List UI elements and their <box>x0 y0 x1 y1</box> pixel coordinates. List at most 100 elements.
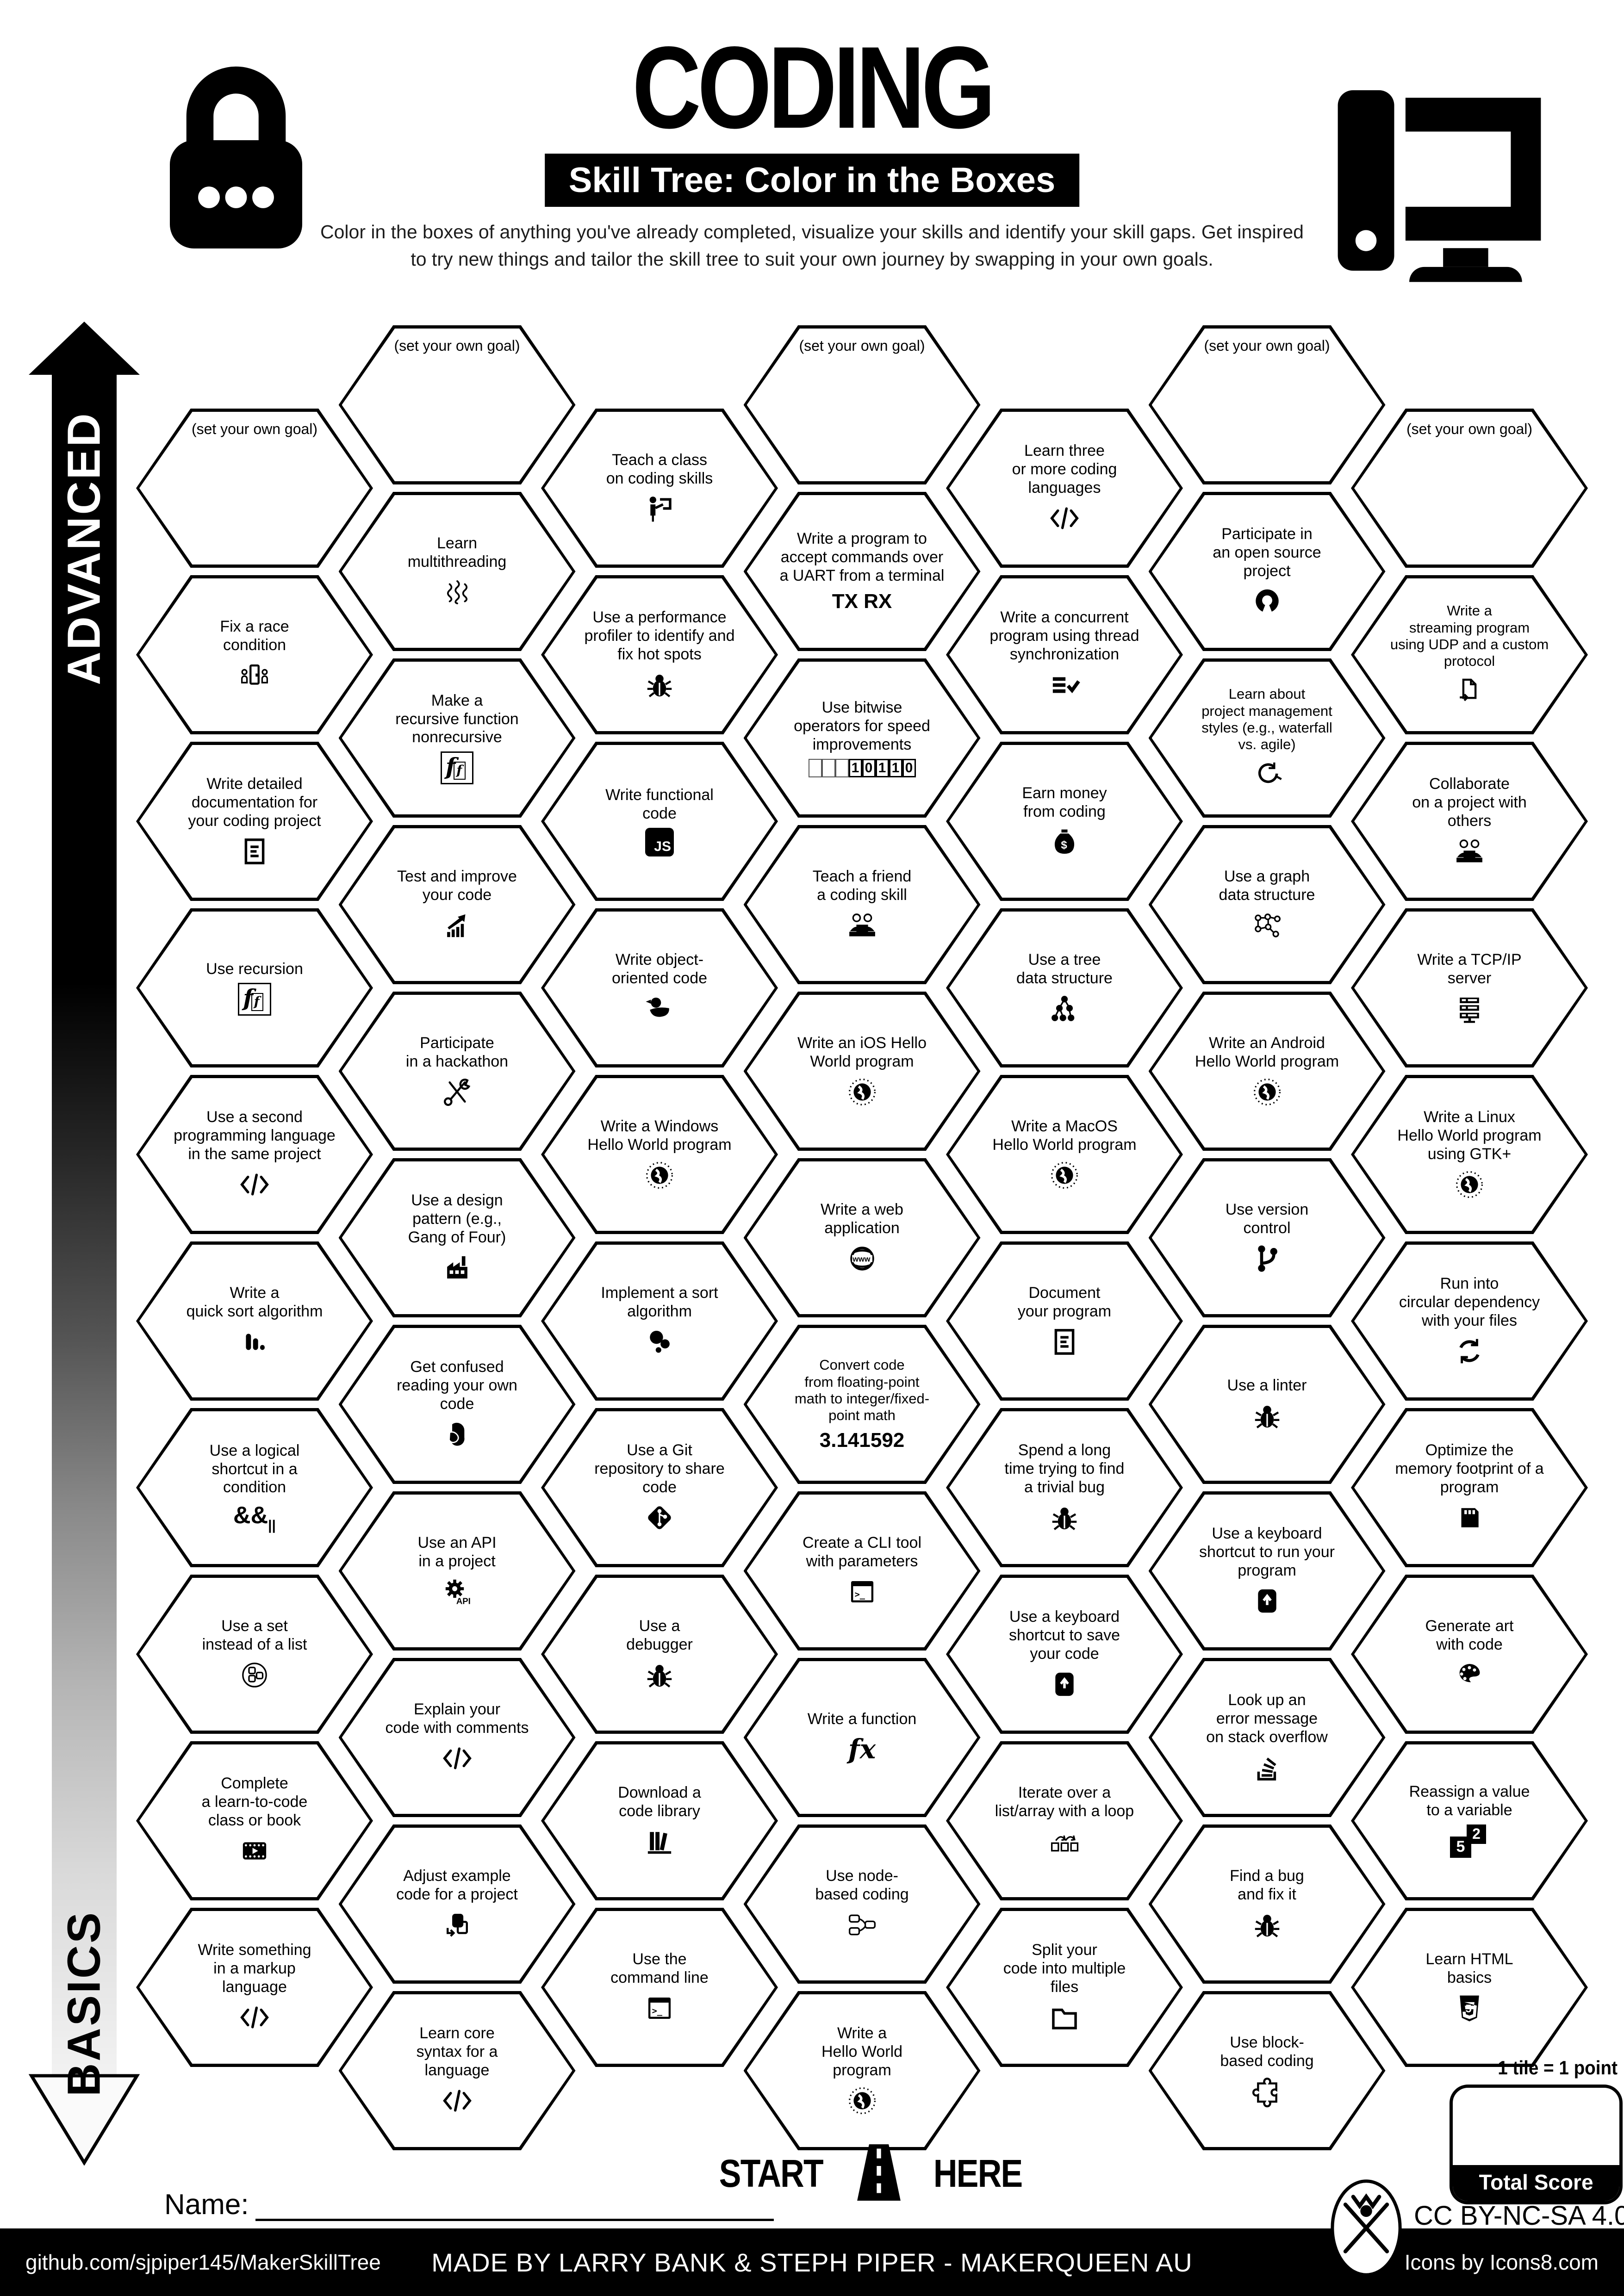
skill-hex[interactable]: (set your own goal) <box>1148 325 1386 484</box>
skill-hex[interactable]: Create a CLI tool with parameters >_ <box>743 1491 981 1651</box>
skill-hex[interactable]: Adjust example code for a project <box>338 1824 576 1984</box>
skill-hex[interactable]: Write a Hello World program <box>743 1991 981 2150</box>
score-entry-area[interactable] <box>1453 2088 1619 2165</box>
skill-hex[interactable]: Write a Windows Hello World program <box>541 1075 778 1234</box>
skill-hex[interactable]: Explain your code with comments <box>338 1658 576 1817</box>
skill-hex[interactable]: Write a MacOS Hello World program <box>946 1075 1183 1234</box>
skill-hex[interactable]: Split your code into multiple files <box>946 1908 1183 2067</box>
skill-hex[interactable]: Learn multithreading <box>338 492 576 651</box>
skill-hex[interactable]: Use bitwise operators for speed improvem… <box>743 658 981 818</box>
skill-hex[interactable]: Use a performance profiler to identify a… <box>541 575 778 734</box>
skill-hex[interactable]: Use a keyboard shortcut to save your cod… <box>946 1575 1183 1734</box>
skill-hex[interactable]: Get confused reading your own code <box>338 1325 576 1484</box>
skill-hex[interactable]: Write functional code JS <box>541 742 778 901</box>
skill-hex[interactable]: Write a program to accept commands over … <box>743 492 981 651</box>
skill-hex[interactable]: Use the command line >_ <box>541 1908 778 2067</box>
skill-hex[interactable]: Write a streaming program using UDP and … <box>1351 575 1588 734</box>
skill-hex[interactable]: Document your program <box>946 1241 1183 1401</box>
skill-hex[interactable]: Collaborate on a project with others <box>1351 742 1588 901</box>
total-score-box[interactable]: Total Score <box>1450 2085 1623 2204</box>
svg-text:www: www <box>852 1255 870 1263</box>
skill-hex[interactable]: Learn core syntax for a language <box>338 1991 576 2150</box>
skill-hex[interactable]: Write detailed documentation for your co… <box>136 742 373 901</box>
skill-hex[interactable]: Use version control <box>1148 1158 1386 1317</box>
skill-hex[interactable]: Write a web application www <box>743 1158 981 1317</box>
hex-label: (set your own goal) <box>394 337 520 354</box>
skill-hex[interactable]: Earn money from coding $ <box>946 742 1183 901</box>
graph-icon <box>1251 909 1283 942</box>
skill-hex[interactable]: Run into circular dependency with your f… <box>1351 1241 1588 1401</box>
skill-hex[interactable]: Teach a friend a coding skill <box>743 825 981 984</box>
skill-hex[interactable]: Use block- based coding <box>1148 1991 1386 2150</box>
hex-face <box>1354 1911 1585 2064</box>
skill-hex[interactable]: Convert code from floating-point math to… <box>743 1325 981 1484</box>
skill-hex[interactable]: Make a recursive function nonrecursive f… <box>338 658 576 818</box>
recursion-icon: ff <box>238 983 271 1016</box>
skill-hex[interactable]: Use a second programming language in the… <box>136 1075 373 1234</box>
skill-hex[interactable]: Spend a long time trying to find a trivi… <box>946 1408 1183 1567</box>
code-icon <box>1048 502 1081 534</box>
hex-face <box>747 1994 977 2147</box>
skill-hex[interactable]: Use a linter <box>1148 1325 1386 1484</box>
hex-label: (set your own goal) <box>799 337 925 354</box>
skill-hex[interactable]: Use node- based coding <box>743 1824 981 1984</box>
skill-hex[interactable]: Write something in a markup language <box>136 1908 373 2067</box>
skill-hex[interactable]: Write a TCP/IP server <box>1351 908 1588 1067</box>
skill-hex[interactable]: Use a Git repository to share code <box>541 1408 778 1567</box>
skill-hex[interactable]: Use an API in a project API <box>338 1491 576 1651</box>
skill-hex[interactable]: Complete a learn-to-code class or book <box>136 1741 373 1900</box>
skill-hex[interactable]: (set your own goal) <box>136 409 373 568</box>
arrowdoc-icon <box>1453 675 1486 707</box>
hex-label: Write object- oriented code <box>611 951 708 987</box>
skill-hex[interactable]: Write a Linux Hello World program using … <box>1351 1075 1588 1234</box>
skill-hex[interactable]: Write a concurrent program using thread … <box>946 575 1183 734</box>
skill-hex[interactable]: Learn HTML basics 5 <box>1351 1908 1588 2067</box>
tree-icon <box>1048 993 1081 1025</box>
hex-label: Write an iOS Hello World program <box>797 1034 927 1070</box>
skill-hex[interactable]: Use recursion ff <box>136 908 373 1067</box>
skill-hex[interactable]: Participate in an open source project <box>1148 492 1386 651</box>
skill-hex[interactable]: Iterate over a list/array with a loop <box>946 1741 1183 1900</box>
skill-hex[interactable]: Write an iOS Hello World program <box>743 992 981 1151</box>
skill-hex[interactable]: Find a bug and fix it <box>1148 1824 1386 1984</box>
skill-hex[interactable]: Test and improve your code <box>338 825 576 984</box>
hex-face <box>342 495 572 648</box>
bug-icon <box>643 1659 676 1691</box>
skill-hex[interactable]: (set your own goal) <box>1351 409 1588 568</box>
skill-hex[interactable]: Use a logical shortcut in a condition &&… <box>136 1408 373 1567</box>
skill-hex[interactable]: Download a code library <box>541 1741 778 1900</box>
skill-hex[interactable]: (set your own goal) <box>338 325 576 484</box>
skill-hex[interactable]: Write an Android Hello World program <box>1148 992 1386 1151</box>
basics-label: BASICS <box>58 1911 110 2097</box>
skill-hex[interactable]: Use a debugger <box>541 1575 778 1734</box>
skill-hex[interactable]: Write a quick sort algorithm <box>136 1241 373 1401</box>
skill-hex[interactable]: Generate art with code <box>1351 1575 1588 1734</box>
skill-hex[interactable]: Fix a race condition <box>136 575 373 734</box>
skill-hex[interactable]: Use a set instead of a list <box>136 1575 373 1734</box>
hex-face <box>1151 1994 1382 2147</box>
skill-hex[interactable]: Implement a sort algorithm <box>541 1241 778 1401</box>
skill-hex[interactable]: Teach a class on coding skills <box>541 409 778 568</box>
skill-hex[interactable]: (set your own goal) <box>743 325 981 484</box>
hex-label: (set your own goal) <box>1406 421 1533 437</box>
skill-hex[interactable]: Use a graph data structure <box>1148 825 1386 984</box>
hex-face <box>949 1078 1180 1231</box>
name-input-line[interactable] <box>255 2186 774 2221</box>
skill-hex[interactable]: Use a tree data structure <box>946 908 1183 1067</box>
skill-hex[interactable]: Learn three or more coding languages <box>946 409 1183 568</box>
skill-hex[interactable]: Write object- oriented code <box>541 908 778 1067</box>
hex-face <box>949 745 1180 898</box>
skill-hex[interactable]: Use a design pattern (e.g., Gang of Four… <box>338 1158 576 1317</box>
skill-hex[interactable]: Look up an error message on stack overfl… <box>1148 1658 1386 1817</box>
skill-hex[interactable]: Write a function fx <box>743 1658 981 1817</box>
footer-repo-link[interactable]: github.com/sjpiper145/MakerSkillTree <box>25 2250 381 2274</box>
skill-hex[interactable]: Learn about project management styles (e… <box>1148 658 1386 818</box>
money-icon: $ <box>1048 826 1081 858</box>
skill-hex[interactable]: Optimize the memory footprint of a progr… <box>1351 1408 1588 1567</box>
skill-hex[interactable]: Participate in a hackathon <box>338 992 576 1151</box>
set-icon <box>238 1659 271 1691</box>
skill-hex[interactable]: Use a keyboard shortcut to run your prog… <box>1148 1491 1386 1651</box>
hex-face <box>342 828 572 981</box>
